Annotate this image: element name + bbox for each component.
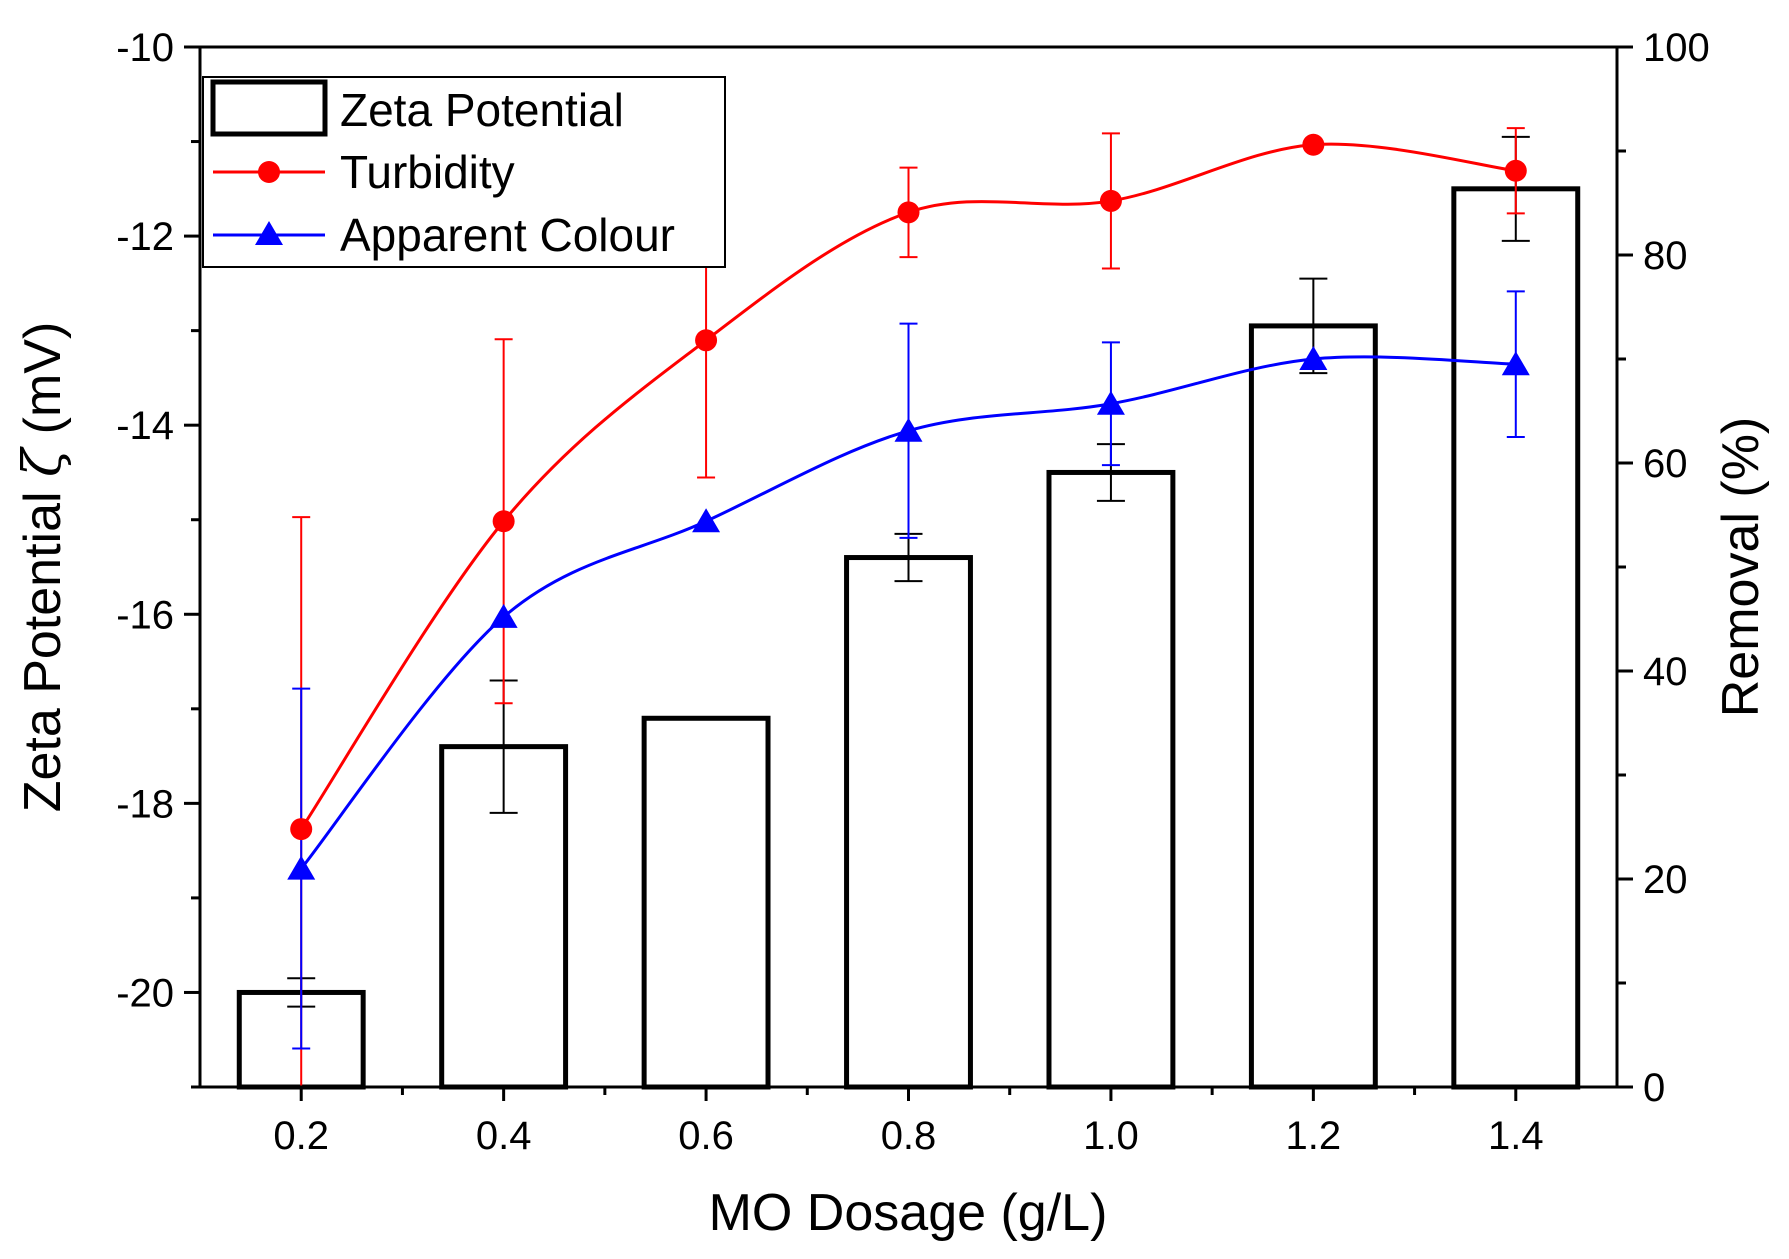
- point-apparent-colour-1.4: [1501, 351, 1530, 376]
- point-turbidity-0.6: [695, 329, 718, 352]
- y-left-tick-label--12: -12: [116, 215, 174, 259]
- legend-label-turbidity: Turbidity: [340, 146, 515, 198]
- point-apparent-colour-0.6: [692, 508, 721, 533]
- y-left-tick-label--10: -10: [116, 26, 174, 70]
- x-tick-label-0.2: 0.2: [273, 1114, 329, 1158]
- error-bars-layer: [287, 127, 1530, 1088]
- bar-zeta-0.6: [641, 715, 771, 1090]
- y-axis-left-title-prefix: Zeta Potential: [14, 477, 72, 812]
- legend: Zeta Potential Turbidity Apparent Colour: [202, 76, 726, 268]
- y-right-tick-label-80: 80: [1643, 234, 1688, 278]
- y-right-tick-label-40: 40: [1643, 650, 1688, 694]
- x-tick-label-0.6: 0.6: [678, 1114, 734, 1158]
- y-left-tick-label--14: -14: [116, 404, 174, 448]
- y-axis-right-title: Removal (%): [1712, 417, 1770, 718]
- y-left-tick-label--20: -20: [116, 971, 174, 1015]
- bar-zeta-0.8: [844, 555, 973, 1090]
- point-turbidity-0.4: [492, 510, 515, 533]
- point-turbidity-0.2: [290, 818, 313, 841]
- ticks-layer: 0.2 0.4 0.6 0.8 1.0 1.2 1.4 -10 -12 -14 -16 -18 -20 1…: [116, 26, 1710, 1158]
- legend-swatch-zeta-potential: [210, 79, 328, 137]
- legend-marker-turbidity: [258, 161, 280, 183]
- x-tick-label-0.4: 0.4: [476, 1114, 532, 1158]
- point-apparent-colour-0.2: [287, 855, 316, 880]
- y-axis-left-title-symbol: ζ: [13, 446, 73, 477]
- y-right-tick-label-100: 100: [1643, 26, 1710, 70]
- point-turbidity-1.4: [1504, 159, 1527, 182]
- x-tick-label-1.0: 1.0: [1083, 1114, 1139, 1158]
- bar-zeta-1.0: [1046, 469, 1176, 1090]
- point-turbidity-1.2: [1302, 133, 1325, 156]
- legend-label-apparent-colour: Apparent Colour: [340, 209, 675, 261]
- y-axis-left-title: Zeta Potential ζ (mV): [13, 322, 73, 813]
- point-apparent-colour-0.8: [894, 417, 923, 442]
- y-right-tick-label-0: 0: [1643, 1066, 1665, 1110]
- point-turbidity-0.8: [897, 201, 920, 224]
- x-tick-label-0.8: 0.8: [881, 1114, 937, 1158]
- x-axis-title: MO Dosage (g/L): [709, 1184, 1108, 1242]
- y-left-tick-label--16: -16: [116, 593, 174, 637]
- legend-label-zeta-potential: Zeta Potential: [340, 84, 624, 136]
- bars-layer: [236, 186, 1581, 1090]
- legend-marker-apparent-colour: [255, 221, 283, 245]
- x-tick-label-1.4: 1.4: [1488, 1114, 1544, 1158]
- point-apparent-colour-0.4: [489, 603, 518, 628]
- point-apparent-colour-1.2: [1299, 346, 1328, 370]
- y-right-tick-label-20: 20: [1643, 858, 1688, 902]
- point-apparent-colour-1.0: [1096, 390, 1125, 415]
- markers-layer: [287, 133, 1530, 880]
- y-right-tick-label-60: 60: [1643, 442, 1688, 486]
- y-axis-left-title-suffix: (mV): [14, 322, 72, 449]
- bar-zeta-1.2: [1248, 323, 1378, 1090]
- y-left-tick-label--18: -18: [116, 782, 174, 826]
- point-turbidity-1.0: [1099, 189, 1122, 212]
- x-tick-label-1.2: 1.2: [1286, 1114, 1342, 1158]
